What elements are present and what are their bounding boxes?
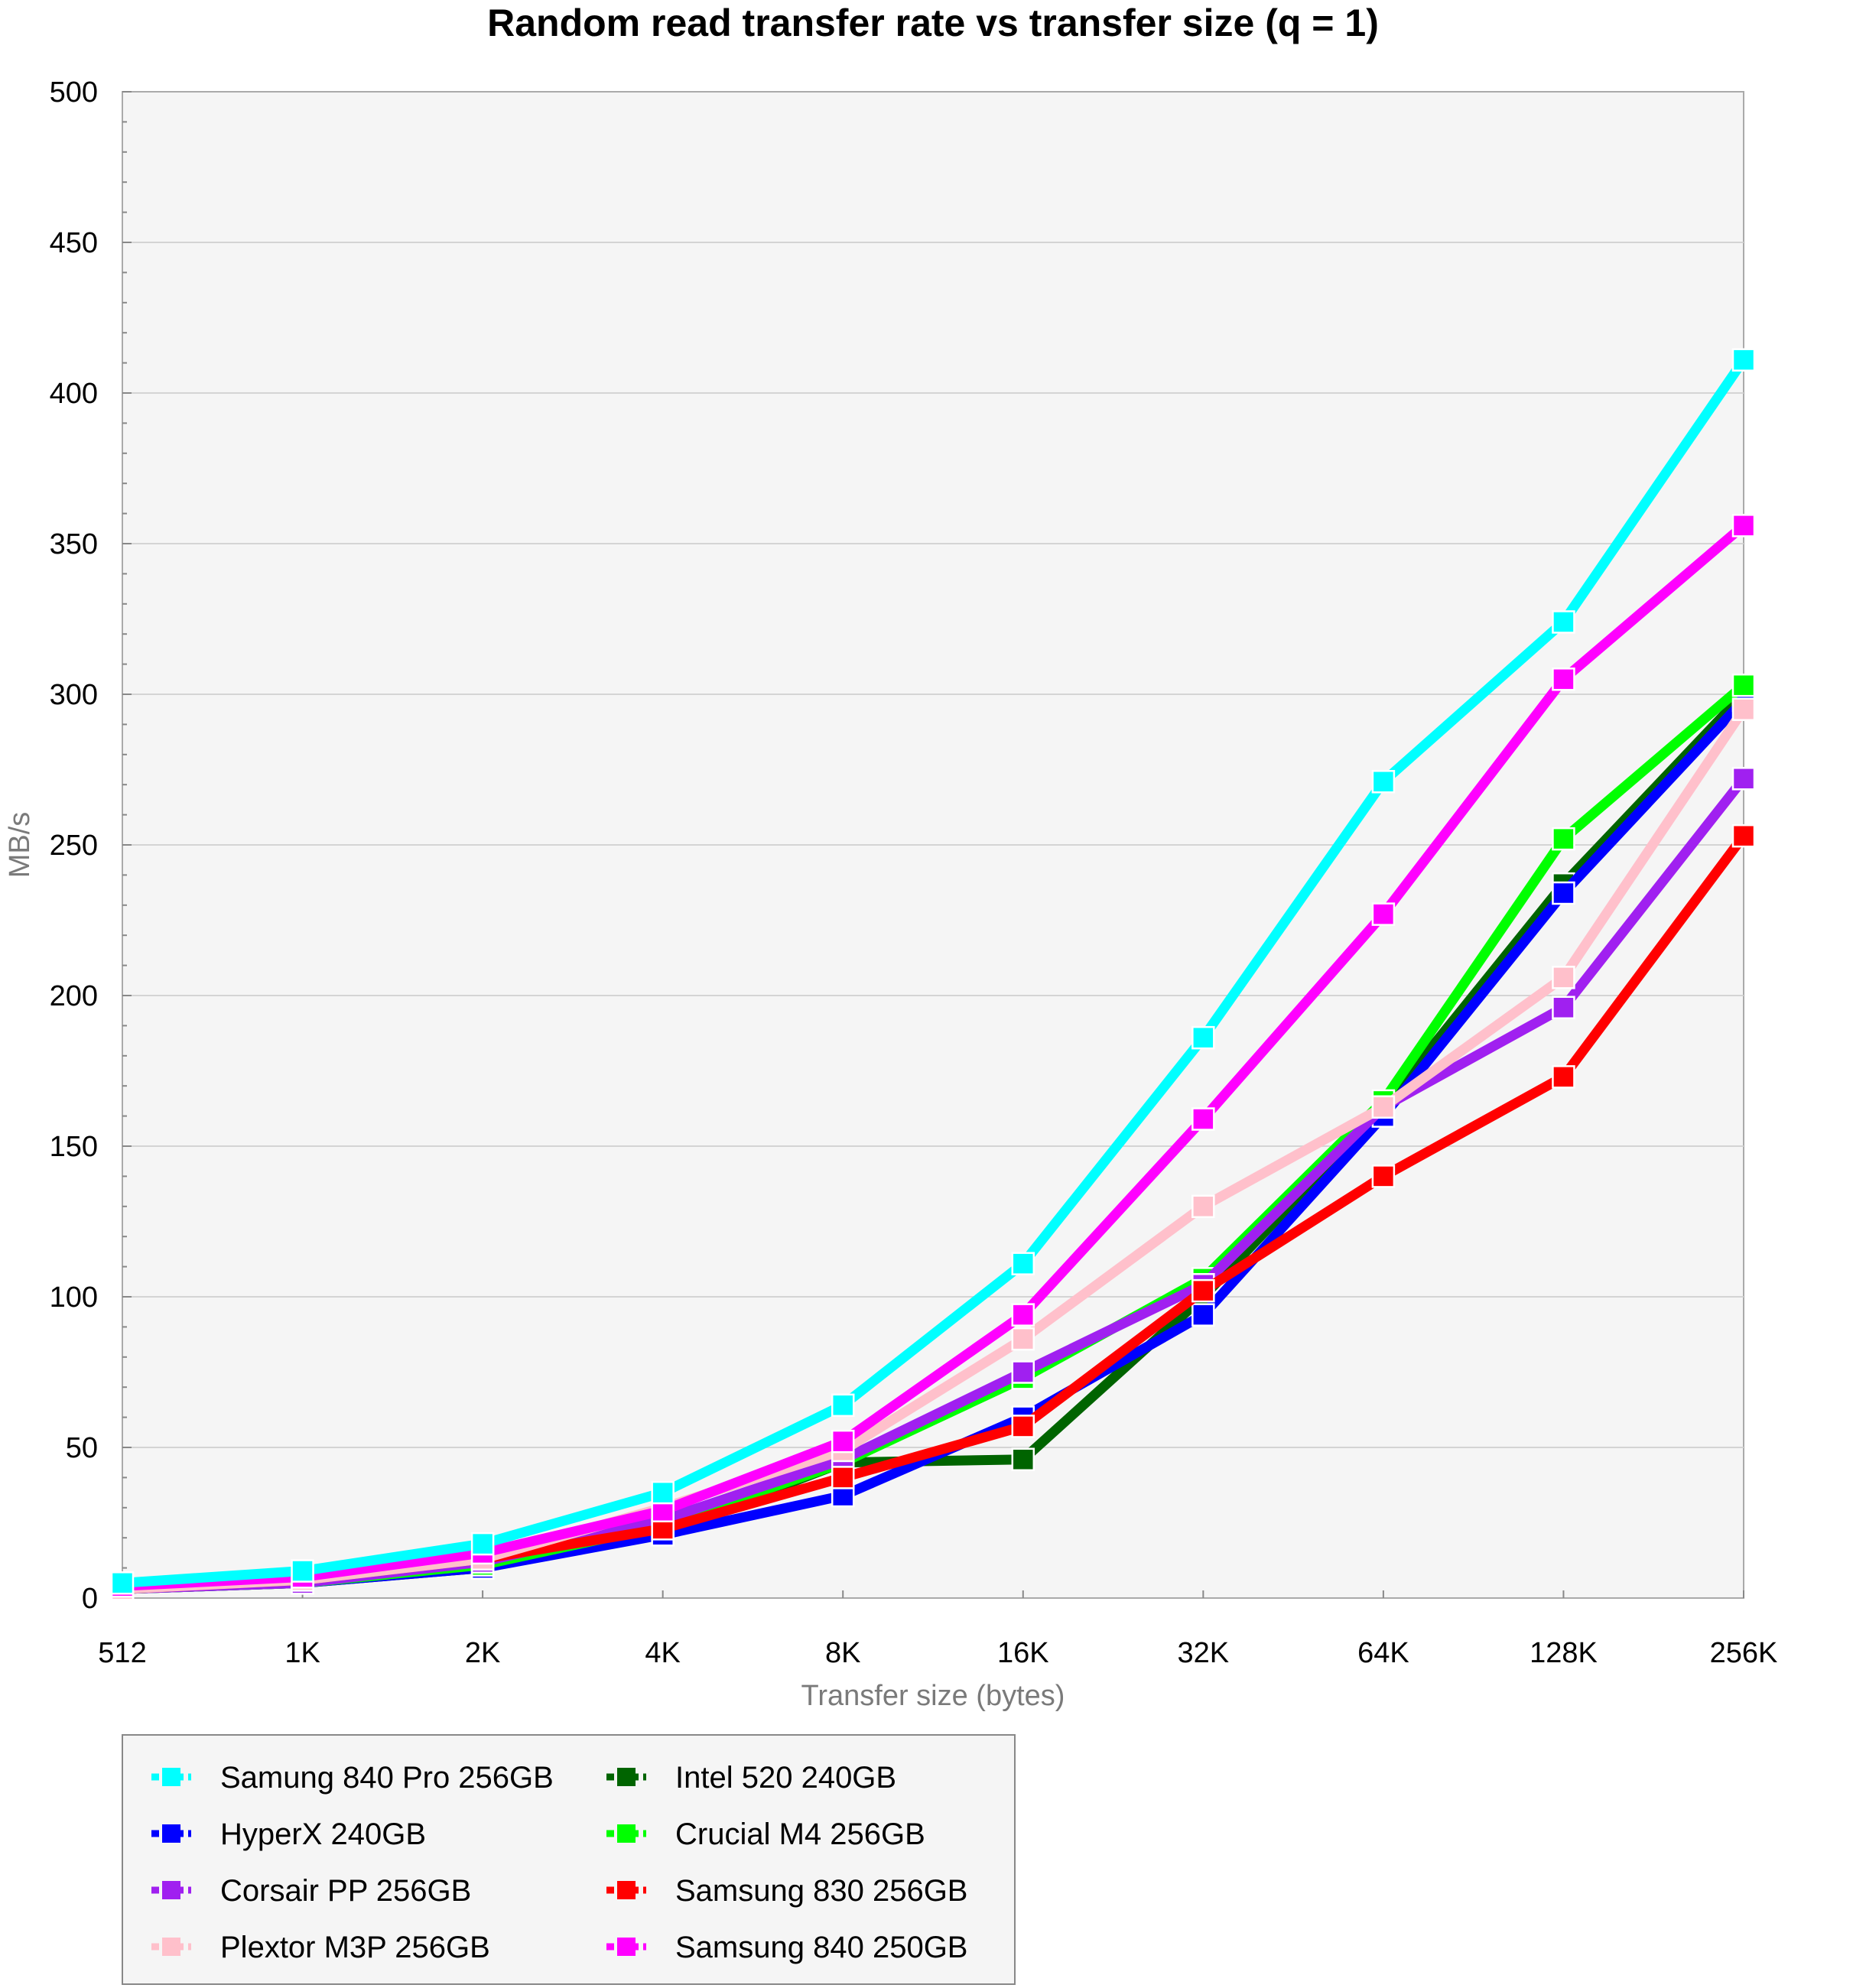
legend-label: Plextor M3P 256GB xyxy=(220,1931,490,1964)
data-point xyxy=(1731,673,1756,697)
legend-swatch-marker xyxy=(162,1768,180,1786)
data-point xyxy=(831,1466,855,1489)
data-point xyxy=(1011,1360,1035,1384)
legend-label: Crucial M4 256GB xyxy=(675,1817,925,1851)
legend-swatch-marker xyxy=(617,1768,636,1786)
data-point xyxy=(1011,1303,1035,1327)
y-axis: 0 50 100 150 200 250 300 350 400 450 500 xyxy=(50,76,132,1615)
x-tick-label: 128K xyxy=(1530,1637,1598,1669)
x-tick-label: 256K xyxy=(1710,1637,1778,1669)
legend-label: Corsair PP 256GB xyxy=(220,1874,471,1908)
legend-item: HyperX 240GB xyxy=(151,1817,426,1851)
x-tick-label: 512 xyxy=(98,1637,146,1669)
legend-label: Samsung 840 250GB xyxy=(675,1931,967,1964)
data-point xyxy=(291,1559,314,1583)
data-point xyxy=(1731,823,1756,848)
data-point xyxy=(1552,1065,1575,1089)
legend-label: HyperX 240GB xyxy=(220,1817,426,1851)
legend-swatch-marker xyxy=(617,1938,636,1956)
data-point xyxy=(1371,902,1396,926)
y-tick-label: 50 xyxy=(66,1432,98,1464)
data-point xyxy=(1371,1165,1396,1188)
data-point xyxy=(1731,767,1756,791)
legend-box xyxy=(122,1734,1016,1985)
x-tick-label: 8K xyxy=(825,1637,860,1669)
data-point xyxy=(1552,996,1575,1020)
y-tick-label: 350 xyxy=(50,528,98,560)
x-axis-label: Transfer size (bytes) xyxy=(801,1680,1065,1712)
x-tick-label: 16K xyxy=(997,1637,1049,1669)
x-tick-label: 1K xyxy=(284,1637,320,1669)
data-point xyxy=(1552,881,1575,905)
data-point xyxy=(1011,1415,1035,1438)
data-point xyxy=(1191,1303,1215,1327)
series-samung-840-pro-256gb xyxy=(110,348,1756,1595)
y-tick-label: 250 xyxy=(50,830,98,862)
x-tick-label: 32K xyxy=(1178,1637,1230,1669)
data-point xyxy=(1552,668,1575,691)
series-line xyxy=(117,355,1749,1588)
legend: Samung 840 Pro 256GB Intel 520 240GB Hyper… xyxy=(151,1761,967,1964)
data-point xyxy=(1552,827,1575,851)
y-tick-label: 300 xyxy=(50,679,98,711)
data-point xyxy=(651,1480,675,1505)
data-point xyxy=(1191,1107,1215,1131)
chart-title: Random read transfer rate vs transfer si… xyxy=(487,2,1379,44)
legend-label: Intel 520 240GB xyxy=(675,1761,896,1795)
data-point xyxy=(1011,1252,1035,1275)
y-axis-label: MB/s xyxy=(4,812,36,879)
series-layer xyxy=(110,348,1756,1601)
data-point xyxy=(831,1393,855,1418)
y-tick-label: 500 xyxy=(50,76,98,109)
y-tick-label: 150 xyxy=(50,1131,98,1163)
data-point xyxy=(1011,1327,1035,1351)
legend-label: Samsung 830 256GB xyxy=(675,1874,967,1908)
legend-item: Samsung 840 250GB xyxy=(606,1931,967,1964)
data-point xyxy=(1552,610,1575,634)
x-tick-label: 4K xyxy=(645,1637,680,1669)
legend-label: Samung 840 Pro 256GB xyxy=(220,1761,554,1795)
data-point xyxy=(1731,348,1756,372)
data-point xyxy=(1552,966,1575,989)
legend-swatch-marker xyxy=(617,1881,636,1899)
legend-item: Samsung 830 256GB xyxy=(606,1874,967,1908)
legend-item: Corsair PP 256GB xyxy=(151,1874,471,1908)
legend-swatch-marker xyxy=(617,1824,636,1843)
data-point xyxy=(831,1429,855,1454)
legend-item: Plextor M3P 256GB xyxy=(151,1931,490,1964)
data-point xyxy=(1731,514,1756,538)
y-tick-label: 0 xyxy=(82,1583,98,1615)
y-tick-label: 400 xyxy=(50,378,98,410)
data-point xyxy=(1731,697,1756,721)
data-point xyxy=(1371,1095,1396,1119)
legend-item: Samung 840 Pro 256GB xyxy=(151,1761,554,1795)
data-point xyxy=(470,1532,495,1556)
legend-item: Intel 520 240GB xyxy=(606,1761,896,1795)
x-tick-label: 2K xyxy=(465,1637,500,1669)
y-tick-label: 100 xyxy=(50,1281,98,1314)
data-point xyxy=(110,1571,135,1595)
data-point xyxy=(1011,1447,1035,1472)
grid-lines xyxy=(122,242,1744,1448)
data-point xyxy=(1191,1025,1215,1050)
data-point xyxy=(1191,1278,1215,1303)
series-line xyxy=(117,520,1749,1591)
legend-swatch-marker xyxy=(162,1824,180,1843)
legend-swatch-marker xyxy=(162,1938,180,1956)
legend-item: Crucial M4 256GB xyxy=(606,1817,925,1851)
data-point xyxy=(1371,770,1396,794)
x-axis: 512 1K 2K 4K 8K 16K 32K 64K 128K 256K xyxy=(98,1590,1777,1669)
y-tick-label: 450 xyxy=(50,227,98,259)
data-point xyxy=(1191,1194,1215,1219)
y-tick-label: 200 xyxy=(50,980,98,1012)
legend-swatch-marker xyxy=(162,1881,180,1899)
x-tick-label: 64K xyxy=(1357,1637,1409,1669)
